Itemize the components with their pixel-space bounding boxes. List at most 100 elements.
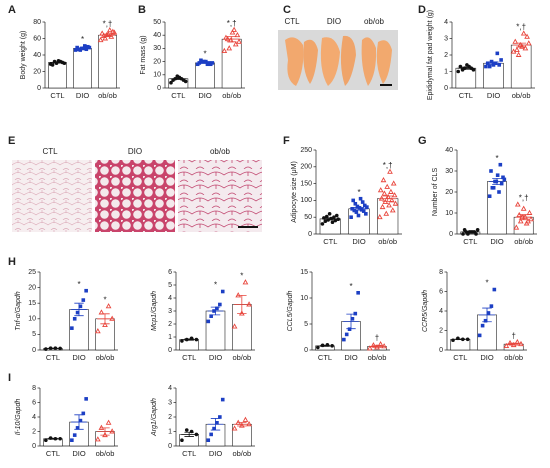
y-tick-label: 2 <box>444 52 448 59</box>
error-bar <box>170 77 187 80</box>
data-point <box>334 213 339 218</box>
data-point <box>184 428 189 432</box>
data-point <box>215 306 219 311</box>
data-point <box>489 169 493 173</box>
data-point <box>350 317 355 321</box>
x-tick-label: CTL <box>46 353 60 362</box>
data-point <box>465 63 469 67</box>
data-point <box>377 341 384 347</box>
y-tick-label: 8 <box>439 269 443 276</box>
error-bar <box>489 177 505 186</box>
x-tick-label: ob/ob <box>222 91 241 100</box>
data-point <box>497 190 501 194</box>
data-point <box>360 200 365 204</box>
significance-mark: *,† <box>383 161 393 170</box>
y-tick-label: 5 <box>32 331 36 338</box>
data-point <box>72 317 77 321</box>
photo-label: DIO <box>128 147 142 156</box>
significance-mark: * <box>485 279 488 288</box>
y-tick-label: 200 <box>300 164 312 171</box>
data-point <box>392 200 399 206</box>
data-point <box>72 433 77 437</box>
data-point <box>354 210 359 214</box>
data-point <box>355 204 360 209</box>
y-tick-label: 0 <box>439 347 443 354</box>
x-tick-label: CTL <box>453 353 467 362</box>
y-tick-label: 3 <box>168 399 172 406</box>
data-point <box>70 438 74 442</box>
data-point <box>498 162 503 167</box>
data-point <box>486 311 491 315</box>
x-tick-label: CTL <box>182 449 196 458</box>
panel-label: D <box>418 4 426 16</box>
panel-label: I <box>8 372 11 384</box>
chart-panel: 0 1 2 3 4 Arg1/Gapdh CTL DIO ob/ob <box>151 385 255 458</box>
y-tick-label: 4 <box>168 295 172 302</box>
data-point <box>525 218 531 224</box>
error-bar <box>223 36 240 43</box>
data-point <box>515 51 522 57</box>
data-point <box>226 45 233 51</box>
y-tick-label: 0 <box>32 347 36 354</box>
error-bar <box>207 418 224 431</box>
data-point <box>344 332 349 337</box>
photo-label: DIO <box>327 17 341 26</box>
error-bar <box>379 195 397 202</box>
photo-label: CTL <box>284 17 300 26</box>
error-bar <box>181 431 198 437</box>
y-tick-label: 10 <box>300 295 308 302</box>
x-tick-label: DIO <box>72 353 86 362</box>
error-bar <box>45 437 61 440</box>
data-point <box>358 196 363 201</box>
fat-pad <box>285 37 304 86</box>
data-point <box>351 198 356 203</box>
photo-label: CTL <box>42 147 58 156</box>
y-tick-label: 4 <box>439 308 443 315</box>
chart-panel: D 0 1 2 3 4 Epididymal fat pad weight (g) CTL DI… <box>418 4 535 100</box>
significance-mark: *,† <box>103 19 113 28</box>
x-tick-label: DIO <box>76 91 90 100</box>
significance-mark: * <box>495 154 498 163</box>
y-tick-label: 2 <box>32 428 36 435</box>
y-tick-label: 20 <box>153 58 161 65</box>
y-tick-label: 6 <box>32 399 36 406</box>
significance-mark: * <box>349 282 352 291</box>
y-tick-label: 40 <box>33 52 41 59</box>
error-bar <box>350 207 368 211</box>
data-point <box>70 326 74 330</box>
y-tick-label: 0 <box>37 85 41 92</box>
error-bar <box>462 231 479 233</box>
x-tick-label: DIO <box>198 91 212 100</box>
y-tick-label: 150 <box>300 180 312 187</box>
data-point <box>232 41 239 47</box>
y-tick-label: 25 <box>28 269 36 276</box>
data-point <box>514 201 521 207</box>
y-tick-label: 4 <box>444 19 448 26</box>
y-tick-label: 40 <box>445 147 453 154</box>
data-point <box>78 418 83 423</box>
data-point <box>218 415 222 419</box>
data-point <box>477 333 482 338</box>
error-bar <box>197 61 213 64</box>
y-tick-label: 5 <box>168 282 172 289</box>
y-tick-label: 15 <box>300 269 308 276</box>
error-bar <box>207 306 224 316</box>
data-point <box>502 177 507 182</box>
data-point <box>487 64 492 69</box>
data-point <box>514 46 520 52</box>
y-tick-label: 2 <box>168 414 172 421</box>
data-point <box>231 425 238 431</box>
data-point <box>106 27 113 33</box>
y-tick-label: 3 <box>444 35 448 42</box>
data-point <box>489 304 494 308</box>
chart-panel: G 0 10 20 30 40 Number of CLS CTL DIO * ob/ob *,† <box>418 135 537 246</box>
data-point <box>209 432 213 437</box>
x-tick-label: ob/ob <box>96 353 115 362</box>
data-point <box>238 422 245 428</box>
x-tick-label: ob/ob <box>504 353 523 362</box>
data-point <box>100 32 107 38</box>
significance-mark: * <box>214 281 217 290</box>
data-point <box>102 321 108 327</box>
